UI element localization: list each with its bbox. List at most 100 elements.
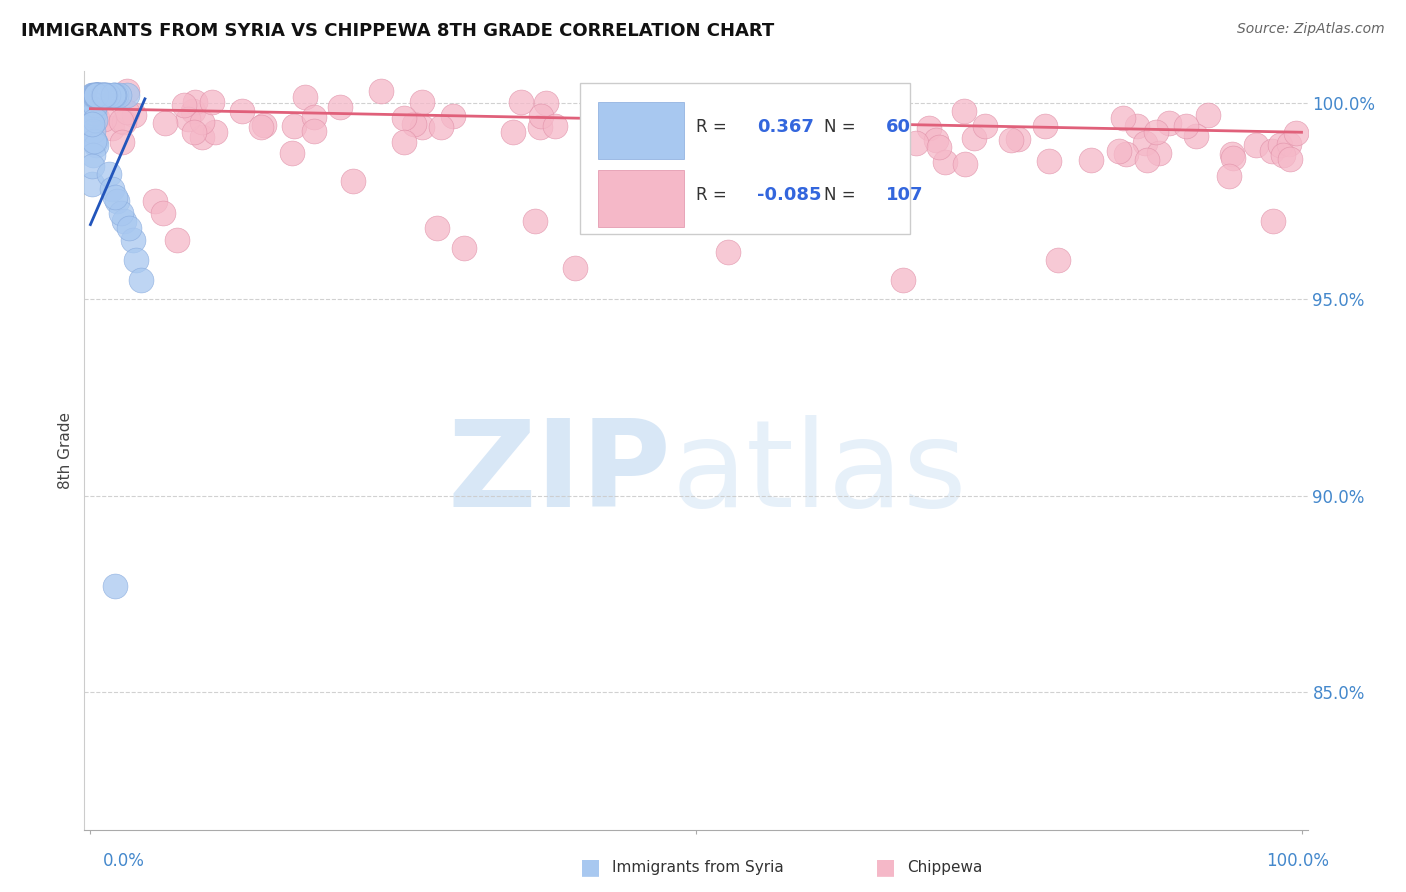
Point xyxy=(1111,111,1133,125)
Point xyxy=(534,96,557,111)
Point xyxy=(82,87,104,102)
Point xyxy=(83,87,105,102)
Point xyxy=(83,112,105,127)
Point xyxy=(91,87,114,102)
Point xyxy=(105,194,128,208)
Point xyxy=(84,87,107,102)
Point xyxy=(868,134,890,148)
Point xyxy=(177,112,200,127)
FancyBboxPatch shape xyxy=(579,83,910,235)
Point xyxy=(1115,147,1137,161)
Point xyxy=(200,95,222,109)
Point xyxy=(281,145,304,160)
Point xyxy=(891,272,914,286)
Text: 0.367: 0.367 xyxy=(758,118,814,136)
Point xyxy=(928,139,950,153)
Point xyxy=(93,87,115,102)
Y-axis label: 8th Grade: 8th Grade xyxy=(58,412,73,489)
Point xyxy=(302,124,325,138)
Point xyxy=(82,148,104,162)
Point xyxy=(86,87,108,102)
Point xyxy=(564,260,586,275)
Point xyxy=(1278,152,1301,166)
Point xyxy=(766,194,789,208)
Point xyxy=(86,87,108,102)
Point xyxy=(616,145,638,159)
Point xyxy=(89,87,111,102)
Point xyxy=(86,87,108,102)
Point xyxy=(634,116,657,130)
Point xyxy=(190,115,212,129)
Point xyxy=(87,93,110,107)
Text: 107: 107 xyxy=(886,186,924,204)
Point xyxy=(83,134,105,148)
Point xyxy=(80,87,103,102)
Point xyxy=(905,136,928,150)
Point xyxy=(231,103,253,118)
Point xyxy=(93,87,115,102)
Point xyxy=(1108,144,1130,158)
Point xyxy=(97,87,120,102)
Point xyxy=(1272,147,1295,161)
Point xyxy=(143,194,166,208)
FancyBboxPatch shape xyxy=(598,170,683,227)
Point xyxy=(283,119,305,133)
Point xyxy=(441,109,464,123)
Point xyxy=(80,107,103,121)
Point xyxy=(973,120,995,134)
Point xyxy=(181,103,204,118)
Text: -0.085: -0.085 xyxy=(758,186,821,204)
Point xyxy=(101,182,124,196)
Point xyxy=(821,112,844,127)
Point xyxy=(90,87,112,102)
Point xyxy=(83,98,105,112)
Text: ■: ■ xyxy=(581,857,600,877)
Point xyxy=(82,103,104,117)
Point xyxy=(117,87,139,102)
Point xyxy=(250,120,273,134)
Point xyxy=(963,131,986,145)
Text: 60: 60 xyxy=(886,118,911,136)
Point xyxy=(1126,119,1149,133)
Point xyxy=(1197,108,1219,122)
Point xyxy=(953,103,976,118)
Point xyxy=(103,87,125,102)
FancyBboxPatch shape xyxy=(598,102,683,159)
Point xyxy=(751,120,773,135)
Point xyxy=(101,121,124,136)
Point xyxy=(86,112,108,126)
Point xyxy=(112,115,135,129)
Point xyxy=(87,87,110,102)
Point xyxy=(90,87,112,102)
Point xyxy=(1080,153,1102,168)
Point xyxy=(370,84,392,98)
Point xyxy=(112,213,135,227)
Point xyxy=(453,241,475,255)
Point xyxy=(529,120,551,134)
Point xyxy=(1035,119,1057,133)
Point xyxy=(103,87,125,102)
Point xyxy=(82,124,104,138)
Text: N =: N = xyxy=(824,118,856,136)
Point xyxy=(166,233,188,247)
Point xyxy=(84,87,107,102)
Point xyxy=(117,105,139,120)
Point xyxy=(1136,153,1159,168)
Point xyxy=(121,233,143,247)
Point xyxy=(90,87,112,102)
Point xyxy=(110,114,132,128)
Point xyxy=(1144,124,1167,138)
Text: ■: ■ xyxy=(876,857,896,877)
Point xyxy=(93,87,115,102)
Point xyxy=(253,118,276,132)
Point xyxy=(86,87,108,102)
Point xyxy=(204,125,226,139)
Point xyxy=(97,167,120,181)
Point xyxy=(394,135,416,149)
Point xyxy=(934,155,956,169)
Point xyxy=(737,128,759,143)
Point xyxy=(820,148,842,162)
Point xyxy=(1218,169,1240,183)
Point xyxy=(842,120,865,135)
Text: R =: R = xyxy=(696,186,727,204)
